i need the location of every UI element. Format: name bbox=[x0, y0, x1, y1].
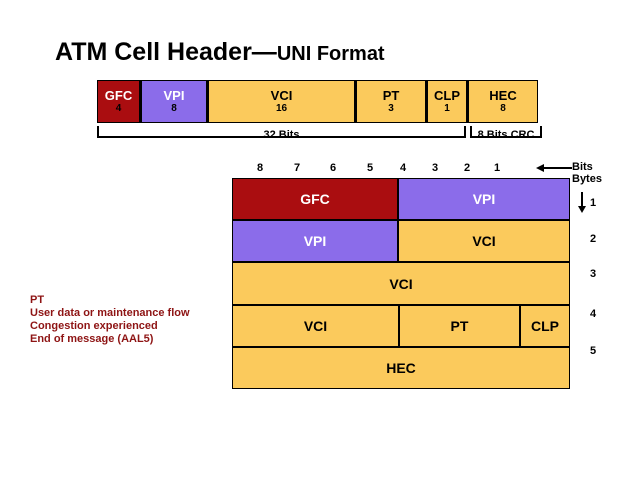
field-vci-label: VCI bbox=[270, 88, 293, 103]
grid-cell-gfc: GFC bbox=[232, 178, 398, 220]
grid-cell-hec: HEC bbox=[232, 347, 570, 389]
byte-number-4: 4 bbox=[590, 308, 597, 320]
field-vci: VCI 16 bbox=[208, 80, 356, 123]
grid-cell-vpi-2: VPI bbox=[232, 220, 398, 262]
header-bar: GFC 4 VPI 8 VCI 16 PT 3 CLP 1 HEC 8 bbox=[97, 80, 538, 123]
bytes-down-arrowhead-icon bbox=[578, 206, 586, 213]
page-title-sub: UNI Format bbox=[276, 43, 385, 65]
field-clp: CLP 1 bbox=[427, 80, 468, 123]
field-gfc-label: GFC bbox=[104, 88, 133, 103]
field-pt-bits: 3 bbox=[388, 103, 394, 114]
field-pt: PT 3 bbox=[356, 80, 427, 123]
bracket-8-bits-crc-label: 8 Bits CRC bbox=[477, 129, 535, 141]
bit-number-1: 1 bbox=[493, 162, 501, 174]
field-hec: HEC 8 bbox=[468, 80, 538, 123]
bits-left-arrow-icon bbox=[543, 167, 572, 169]
axis-bits-label: Bits bbox=[572, 161, 593, 173]
pt-legend-line-1: PT bbox=[30, 294, 45, 306]
bit-number-4: 4 bbox=[399, 162, 407, 174]
field-pt-label: PT bbox=[382, 88, 400, 103]
bits-left-arrowhead-icon bbox=[536, 164, 544, 172]
byte-row-4: VCI PT CLP bbox=[232, 305, 570, 347]
field-gfc-bits: 4 bbox=[115, 103, 122, 114]
pt-legend-line-3: Congestion experienced bbox=[30, 320, 158, 332]
bit-number-8: 8 bbox=[256, 162, 264, 174]
bracket-8-bits-crc: 8 Bits CRC bbox=[470, 126, 542, 141]
bit-number-7: 7 bbox=[293, 162, 301, 174]
field-vpi-label: VPI bbox=[163, 88, 185, 103]
field-clp-bits: 1 bbox=[444, 103, 450, 114]
byte-row-5: HEC bbox=[232, 347, 570, 389]
grid-cell-pt: PT bbox=[399, 305, 520, 347]
bit-number-3: 3 bbox=[431, 162, 439, 174]
grid-cell-vci-1: VCI bbox=[398, 220, 570, 262]
axis-bytes-label: Bytes bbox=[572, 173, 602, 185]
field-vpi-bits: 8 bbox=[171, 103, 177, 114]
field-hec-bits: 8 bbox=[500, 103, 506, 114]
bracket-32-bits: 32 Bits bbox=[97, 126, 466, 141]
byte-row-1: GFC VPI bbox=[232, 178, 570, 220]
page-title-main: ATM Cell Header— bbox=[55, 38, 277, 66]
byte-row-2: VPI VCI bbox=[232, 220, 570, 262]
grid-cell-vpi-1: VPI bbox=[398, 178, 570, 220]
byte-number-5: 5 bbox=[590, 345, 597, 357]
field-gfc: GFC 4 bbox=[97, 80, 141, 123]
bit-number-5: 5 bbox=[366, 162, 374, 174]
byte-grid: GFC VPI VPI VCI VCI VCI PT CLP HEC bbox=[232, 178, 570, 389]
bracket-32-bits-label: 32 Bits bbox=[263, 129, 300, 141]
bit-number-6: 6 bbox=[329, 162, 337, 174]
pt-legend: PT User data or maintenance flow Congest… bbox=[30, 294, 190, 346]
bit-number-2: 2 bbox=[463, 162, 471, 174]
pt-legend-line-2: User data or maintenance flow bbox=[30, 307, 190, 319]
field-clp-label: CLP bbox=[434, 88, 460, 103]
field-vpi: VPI 8 bbox=[141, 80, 208, 123]
byte-row-3: VCI bbox=[232, 262, 570, 305]
field-hec-label: HEC bbox=[489, 88, 517, 103]
pt-legend-line-4: End of message (AAL5) bbox=[30, 333, 154, 345]
byte-number-2: 2 bbox=[590, 233, 597, 245]
byte-number-3: 3 bbox=[590, 268, 597, 280]
grid-cell-clp: CLP bbox=[520, 305, 570, 347]
bytes-down-arrow-icon bbox=[581, 192, 583, 207]
page-title: ATM Cell Header—UNI Format bbox=[55, 38, 385, 67]
grid-cell-vci-2: VCI bbox=[232, 262, 570, 305]
grid-cell-vci-3: VCI bbox=[232, 305, 399, 347]
byte-number-1: 1 bbox=[590, 197, 597, 209]
field-vci-bits: 16 bbox=[275, 103, 288, 114]
